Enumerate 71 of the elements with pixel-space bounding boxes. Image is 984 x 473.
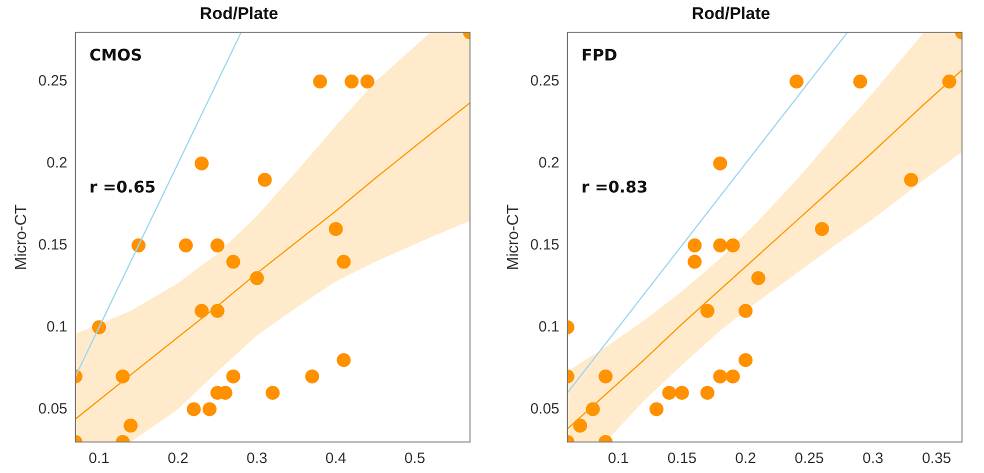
point	[336, 353, 351, 368]
x-tick-label: 0.2	[168, 450, 188, 468]
annotation: r =0.65	[89, 178, 156, 197]
x-tick-label: 0.4	[325, 450, 346, 468]
point	[210, 304, 224, 318]
point	[700, 304, 714, 318]
point	[313, 74, 328, 89]
point	[790, 74, 804, 89]
point	[738, 353, 753, 368]
annotation: r =0.83	[581, 178, 648, 197]
point	[662, 386, 676, 400]
y-axis-title: Micro-CT	[13, 204, 30, 270]
y-tick-label: 0.1	[538, 318, 560, 336]
point	[202, 402, 217, 416]
point	[726, 369, 740, 384]
point	[814, 222, 829, 236]
point	[573, 418, 588, 433]
y-tick-label: 0.05	[530, 400, 560, 418]
point	[344, 74, 359, 89]
point	[226, 369, 240, 384]
y-tick-label: 0.15	[530, 236, 560, 254]
x-tick-label: 0.3	[862, 450, 884, 468]
y-axis-title: Micro-CT	[505, 204, 522, 270]
point	[194, 304, 209, 318]
y-tick-label: 0.15	[38, 236, 68, 254]
point	[904, 172, 918, 187]
point	[336, 254, 351, 269]
point	[186, 402, 201, 416]
point	[726, 238, 740, 252]
x-tick-label: 0.35	[922, 450, 952, 468]
x-tick-label: 0.2	[735, 450, 756, 468]
y-tick-label: 0.25	[38, 72, 68, 90]
y-tick-label: 0.1	[46, 318, 68, 336]
point	[210, 238, 224, 252]
x-tick-label: 0.1	[88, 450, 110, 468]
point	[116, 369, 130, 384]
point	[713, 156, 728, 170]
point	[226, 254, 240, 269]
annotation: FPD	[581, 46, 618, 65]
x-tick-label: 0.3	[246, 450, 268, 468]
x-tick-label: 0.1	[608, 450, 629, 468]
point	[713, 238, 728, 252]
point	[598, 369, 613, 384]
point	[360, 74, 374, 89]
point	[178, 238, 193, 252]
annotation: CMOS	[89, 46, 142, 65]
point	[258, 172, 272, 187]
y-tick-label: 0.2	[538, 154, 560, 172]
chart-title: Rod/Plate	[692, 4, 770, 23]
point	[751, 271, 766, 286]
x-tick-label: 0.5	[404, 450, 426, 468]
y-tick-label: 0.25	[530, 72, 560, 90]
chart-title: Rod/Plate	[200, 4, 278, 23]
point	[688, 254, 702, 269]
point	[250, 271, 264, 286]
point	[738, 304, 753, 318]
x-tick-label: 0.25	[794, 450, 824, 468]
point	[713, 369, 728, 384]
y-tick-label: 0.2	[46, 154, 68, 172]
x-tick-label: 0.15	[667, 450, 697, 468]
point	[700, 386, 714, 400]
point	[674, 386, 689, 400]
point	[266, 386, 280, 400]
point	[853, 74, 868, 89]
point	[124, 418, 138, 433]
point	[194, 156, 209, 170]
point	[305, 369, 320, 384]
point	[650, 402, 664, 416]
point	[688, 238, 702, 252]
point	[328, 222, 343, 236]
y-tick-label: 0.05	[38, 400, 68, 418]
